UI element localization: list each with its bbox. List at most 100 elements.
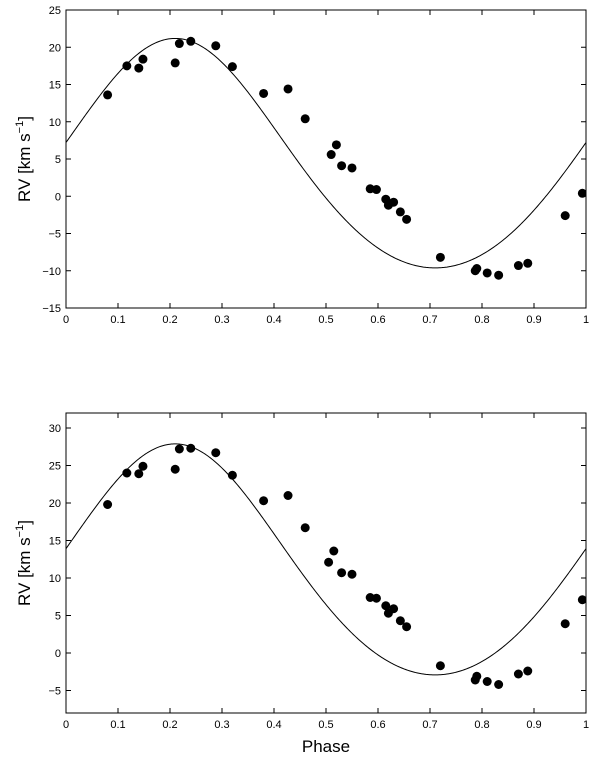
y-tick-label: 0 [55,648,61,660]
plot-frame [65,412,587,714]
data-point [174,444,184,454]
data-point [186,36,196,46]
x-axis-label: Phase [302,737,350,756]
data-point [283,84,293,94]
y-tick-label: 25 [49,5,61,17]
x-tick-label: 1 [583,719,589,731]
data-point [227,470,237,480]
x-tick-label: 0.2 [162,719,177,731]
data-point [523,666,533,676]
y-tick-label: 10 [49,117,61,129]
data-point [300,523,310,533]
x-tick-label: 0.8 [474,719,489,731]
y-tick-label: 10 [49,573,61,585]
data-point [371,185,381,195]
y-tick-label: −5 [48,686,61,698]
x-tick-label: 0.4 [266,719,281,731]
x-tick-labels: 0 0.1 0.2 0.3 0.4 0.5 0.6 0.7 0.8 0.9 1 [63,314,589,326]
y-tick-label: −10 [42,266,61,278]
data-point [174,39,184,49]
y-tick-label: 5 [55,611,61,623]
data-point [122,468,132,478]
data-point [577,188,586,198]
x-tick-label: 0 [63,314,69,326]
data-point [211,41,221,51]
data-point [472,671,482,681]
axis-ticks [65,9,587,309]
data-point [482,268,492,278]
y-tick-label: 5 [55,154,61,166]
data-point [560,619,570,629]
y-axis-label: RV [km s−1] [14,116,34,202]
data-point [300,114,310,124]
y-tick-label: 15 [49,80,61,92]
data-point [324,557,334,567]
data-point [402,622,412,632]
orbital-fit-curve [66,443,586,676]
y-tick-label: 15 [49,536,61,548]
y-tick-label: 30 [49,423,61,435]
data-point [395,616,405,626]
x-tick-label: 1 [583,314,589,326]
data-point [494,270,504,280]
data-point [472,264,482,274]
data-point [347,163,357,173]
x-tick-label: 0.6 [370,719,385,731]
data-point [389,604,399,614]
x-tick-label: 0.9 [526,719,541,731]
y-tick-label: −5 [48,229,61,241]
data-point [337,161,347,171]
x-tick-label: 0.3 [214,719,229,731]
orbital-fit-curve [66,37,586,269]
data-point [523,258,533,268]
data-point [560,211,570,221]
x-tick-label: 0.5 [318,314,333,326]
x-tick-label: 0.1 [110,314,125,326]
data-point [103,500,113,509]
data-point [283,491,293,500]
data-point [170,58,180,68]
data-point [331,140,341,150]
x-tick-label: 0.8 [474,314,489,326]
data-points [103,36,586,280]
x-tick-label: 0.9 [526,314,541,326]
x-tick-label: 0.6 [370,314,385,326]
x-tick-label: 0.5 [318,719,333,731]
data-point [381,601,391,611]
data-point [227,62,237,72]
data-points [103,443,586,689]
y-tick-labels: −15 −10 −5 0 5 10 15 20 25 [42,5,61,315]
data-point [134,63,144,73]
y-tick-label: 20 [49,498,61,510]
data-point [337,568,347,578]
data-point [577,595,586,605]
data-point [134,469,144,479]
data-point [389,197,399,207]
x-tick-label: 0.3 [214,314,229,326]
y-tick-label: 20 [49,42,61,54]
plot-frame [65,9,587,309]
y-tick-label: 0 [55,191,61,203]
x-tick-label: 0.4 [266,314,281,326]
data-point [482,677,492,686]
x-tick-labels: 0 0.1 0.2 0.3 0.4 0.5 0.6 0.7 0.8 0.9 1 [63,719,589,731]
data-point [138,461,148,471]
x-tick-label: 0.2 [162,314,177,326]
data-point [402,214,412,224]
data-point [347,569,357,579]
y-axis-label: RV [km s−1] [14,520,34,606]
data-point [259,88,269,98]
top-rv-panel: 0 0.1 0.2 0.3 0.4 0.5 0.6 0.7 0.8 0.9 1 −15 −10 −5 0 5… [14,5,589,326]
data-point [371,593,381,603]
data-point [138,54,148,64]
x-tick-label: 0.7 [422,314,437,326]
bottom-rv-panel: 0 0.1 0.2 0.3 0.4 0.5 0.6 0.7 0.8 0.9 1 −5 0 5 10 15 20… [14,412,589,756]
data-point [435,252,445,262]
y-tick-label: 25 [49,461,61,473]
data-point [494,680,504,689]
y-tick-labels: −5 0 5 10 15 20 25 30 [48,423,61,698]
x-tick-label: 0.1 [110,719,125,731]
data-point [326,150,336,160]
data-point [186,443,196,453]
y-tick-label: −15 [42,303,61,315]
